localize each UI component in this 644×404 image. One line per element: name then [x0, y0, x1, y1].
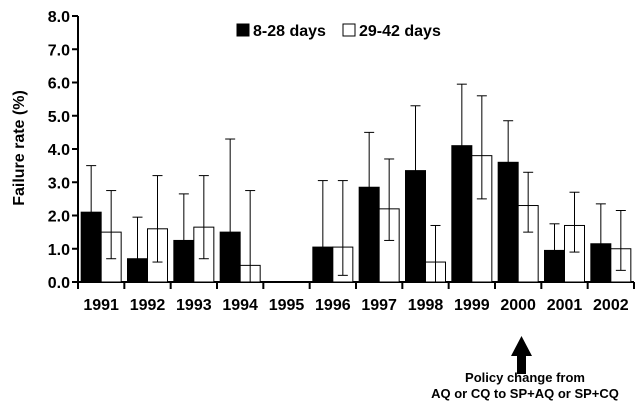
x-tick-label: 1995 [269, 297, 305, 314]
y-tick-label: 8.0 [48, 9, 70, 26]
y-tick-label: 5.0 [48, 109, 70, 126]
x-tick-label: 2002 [593, 297, 629, 314]
up-arrow-icon [511, 336, 532, 374]
legend: 8-28 days 29-42 days [236, 23, 441, 40]
policy-annotation: Policy change from AQ or CQ to SP+AQ or … [431, 336, 619, 401]
y-tick-label: 3.0 [48, 175, 70, 192]
plot-area: 0.0 1.0 2.0 3.0 4.0 5.0 6.0 7.0 8.0 1991 1992 1993 1… [48, 9, 635, 314]
x-tick-label: 1993 [176, 297, 212, 314]
x-tick-label: 1998 [408, 297, 444, 314]
x-tick-label: 2000 [500, 297, 536, 314]
x-tick-label: 1991 [83, 297, 119, 314]
y-tick-label: 7.0 [48, 42, 70, 59]
y-tick-label: 4.0 [48, 142, 70, 159]
y-axis-title: Failure rate (%) [11, 90, 28, 206]
legend-label-29-42-days: 29-42 days [359, 23, 441, 40]
x-tick-label: 1992 [130, 297, 166, 314]
annotation-line-2: AQ or CQ to SP+AQ or SP+CQ [431, 386, 619, 401]
y-tick-label: 2.0 [48, 209, 70, 226]
x-tick-label: 1996 [315, 297, 351, 314]
x-tick-label: 1997 [361, 297, 397, 314]
y-tick-label: 0.0 [48, 275, 70, 292]
y-tick-label: 6.0 [48, 76, 70, 93]
y-tick-label: 1.0 [48, 242, 70, 259]
x-tick-label: 1999 [454, 297, 490, 314]
annotation-line-1: Policy change from [465, 370, 585, 385]
x-tick-label: 2001 [547, 297, 583, 314]
legend-label-8-28-days: 8-28 days [253, 23, 326, 40]
x-tick-label: 1994 [222, 297, 258, 314]
legend-swatch-8-28-days [236, 23, 250, 37]
legend-swatch-29-42-days [342, 23, 356, 37]
